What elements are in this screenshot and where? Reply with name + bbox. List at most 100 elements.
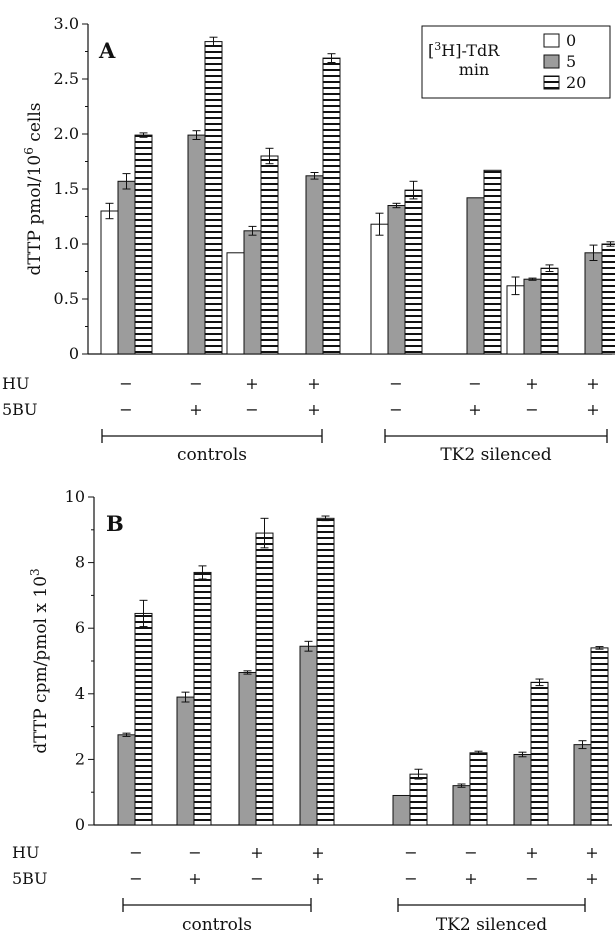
legend-swatch (543, 54, 560, 69)
condition-mark: − (464, 843, 477, 862)
bar (483, 169, 502, 355)
bar (187, 134, 206, 355)
legend-swatch (543, 75, 560, 90)
condition-row-label: 5BU (12, 869, 47, 888)
y-tick-label: 4 (75, 684, 85, 703)
condition-mark: + (468, 400, 481, 419)
bar (540, 267, 559, 355)
condition-row-label: HU (12, 843, 39, 862)
condition-mark: − (119, 374, 132, 393)
legend-entry-label: 20 (566, 73, 586, 92)
legend-title: [3H]-TdR (428, 40, 500, 60)
condition-mark: − (525, 869, 538, 888)
condition-mark: + (245, 374, 258, 393)
bar (204, 41, 223, 355)
bar (409, 773, 428, 826)
y-axis-label: dTTP pmol/106 cells (22, 103, 45, 276)
y-tick-label: 2.5 (54, 69, 79, 88)
y-tick-label: 2 (75, 749, 85, 768)
bar (530, 681, 549, 826)
condition-mark: + (525, 843, 538, 862)
group-label: controls (182, 915, 252, 935)
condition-mark: − (119, 400, 132, 419)
condition-mark: + (307, 400, 320, 419)
bar (370, 223, 389, 355)
bar (601, 243, 615, 355)
condition-mark: − (129, 843, 142, 862)
bar (260, 155, 279, 355)
bar (387, 205, 406, 355)
legend-box (421, 25, 611, 99)
bar (513, 753, 532, 826)
bar (193, 571, 212, 826)
bar (322, 57, 341, 355)
condition-mark: − (389, 400, 402, 419)
group-label: TK2 silenced (436, 915, 547, 935)
bar (134, 612, 153, 826)
legend-entry-label: 0 (566, 31, 576, 50)
condition-mark: + (189, 400, 202, 419)
panel-b: 0 2 4 6 8 10 dTTP cpm/pmol x 103 B HU − − + + − − + +5BU… (12, 487, 612, 935)
condition-mark: − (129, 869, 142, 888)
condition-mark: + (586, 374, 599, 393)
bar (452, 785, 471, 826)
y-tick-label: 0 (69, 344, 79, 363)
condition-row-label: HU (2, 374, 29, 393)
bar (299, 645, 318, 826)
bar (226, 252, 245, 355)
condition-mark: + (311, 843, 324, 862)
condition-mark: − (189, 374, 202, 393)
bar (316, 517, 335, 826)
legend-title-min: min (459, 60, 490, 79)
bar (255, 532, 274, 826)
bar (100, 210, 119, 355)
condition-mark: + (250, 843, 263, 862)
bar (573, 744, 592, 826)
condition-mark: − (468, 374, 481, 393)
y-tick-label: 0.5 (54, 289, 79, 308)
y-tick-label: 8 (75, 553, 85, 572)
panel-letter: A (98, 38, 116, 63)
bar (584, 252, 603, 355)
bar (176, 696, 195, 826)
y-tick-label: 1.0 (54, 234, 79, 253)
condition-mark: + (188, 869, 201, 888)
bar (506, 285, 525, 355)
legend-swatch (543, 33, 560, 48)
y-tick-label: 1.5 (54, 179, 79, 198)
condition-mark: − (389, 374, 402, 393)
condition-mark: + (525, 374, 538, 393)
bar (117, 734, 136, 826)
condition-mark: + (585, 869, 598, 888)
condition-mark: + (586, 400, 599, 419)
bar (523, 278, 542, 355)
bar (238, 671, 257, 826)
bar (134, 134, 153, 355)
bar (392, 794, 411, 826)
condition-mark: − (250, 869, 263, 888)
y-axis-label: dTTP cpm/pmol x 103 (28, 568, 51, 753)
bar (117, 180, 136, 355)
condition-mark: − (525, 400, 538, 419)
bar (305, 175, 324, 355)
panel-a: 0 0.5 1.0 1.5 2.0 2.5 3.0 dTTP pmol/106 cells A H… (2, 14, 615, 465)
y-tick-label: 2.0 (54, 124, 79, 143)
y-tick-label: 10 (65, 487, 85, 506)
group-label: TK2 silenced (440, 445, 551, 465)
condition-mark: − (404, 843, 417, 862)
panel-letter: B (106, 511, 124, 536)
bar (243, 230, 262, 355)
condition-mark: − (404, 869, 417, 888)
bar (590, 647, 609, 826)
y-tick-label: 3.0 (54, 14, 79, 33)
legend-entry-label: 5 (566, 52, 576, 71)
bar (404, 189, 423, 355)
y-tick-label: 6 (75, 618, 85, 637)
condition-mark: + (307, 374, 320, 393)
condition-mark: + (585, 843, 598, 862)
condition-mark: − (245, 400, 258, 419)
group-label: controls (177, 445, 247, 465)
condition-mark: + (311, 869, 324, 888)
y-tick-label: 0 (75, 815, 85, 834)
